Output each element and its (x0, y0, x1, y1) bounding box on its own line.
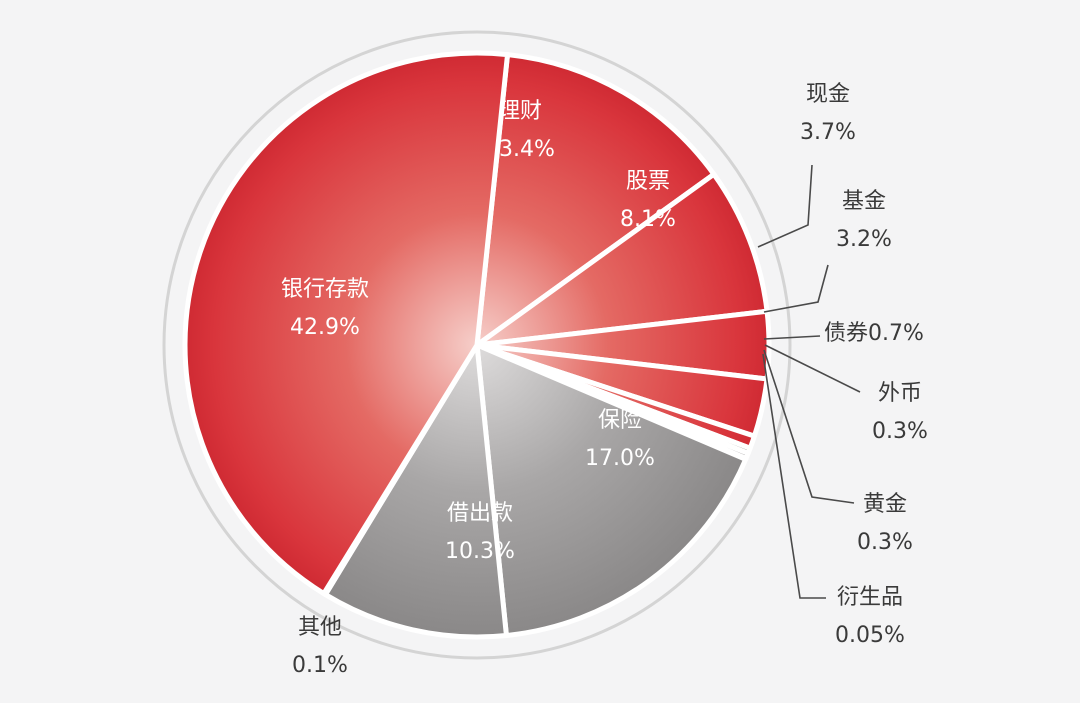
slice-value-label: 17.0% (585, 446, 655, 471)
slice-value-label: 0.1% (292, 653, 348, 678)
pie-slice (322, 342, 509, 640)
pie-slice (474, 342, 749, 639)
pie-slice (182, 50, 511, 597)
slice-value-label: 3.2% (836, 227, 892, 252)
slice-name-label: 现金 (806, 82, 850, 107)
slice-name-label: 黄金 (863, 492, 907, 517)
slice-name-label: 股票 (626, 169, 670, 194)
slice-name-label: 保险 (598, 408, 642, 433)
slice-value-label: 3.7% (800, 120, 856, 145)
slice-name-label: 借出款 (447, 501, 513, 526)
leader-line (763, 335, 821, 340)
slice-value-label: 0.05% (835, 623, 905, 648)
pie-slice (474, 171, 770, 348)
slice-name-label: 银行存款 (281, 277, 369, 302)
slice-value-label: 0.3% (872, 419, 928, 444)
pie-outer-ring (162, 30, 792, 660)
slice-value-label: 10.3% (445, 539, 515, 564)
pie-slice (474, 52, 717, 348)
slice-name-label: 基金 (842, 189, 886, 214)
leader-line (763, 264, 829, 313)
slice-value-label: 8.1% (620, 207, 676, 232)
slice-value-label: 42.9% (290, 315, 360, 340)
leader-line (764, 344, 861, 393)
leader-line (757, 164, 813, 248)
slice-name-label: 其他 (298, 615, 342, 640)
slice-value-label: 0.3% (857, 530, 913, 555)
slice-name-label: 外币 (878, 381, 922, 406)
leader-line (763, 349, 855, 504)
leader-line (762, 353, 826, 599)
slice-name-label: 衍生品 (837, 585, 903, 610)
slice-name-label: 债券0.7% (824, 321, 924, 346)
slice-name-label: 理财 (498, 99, 542, 124)
